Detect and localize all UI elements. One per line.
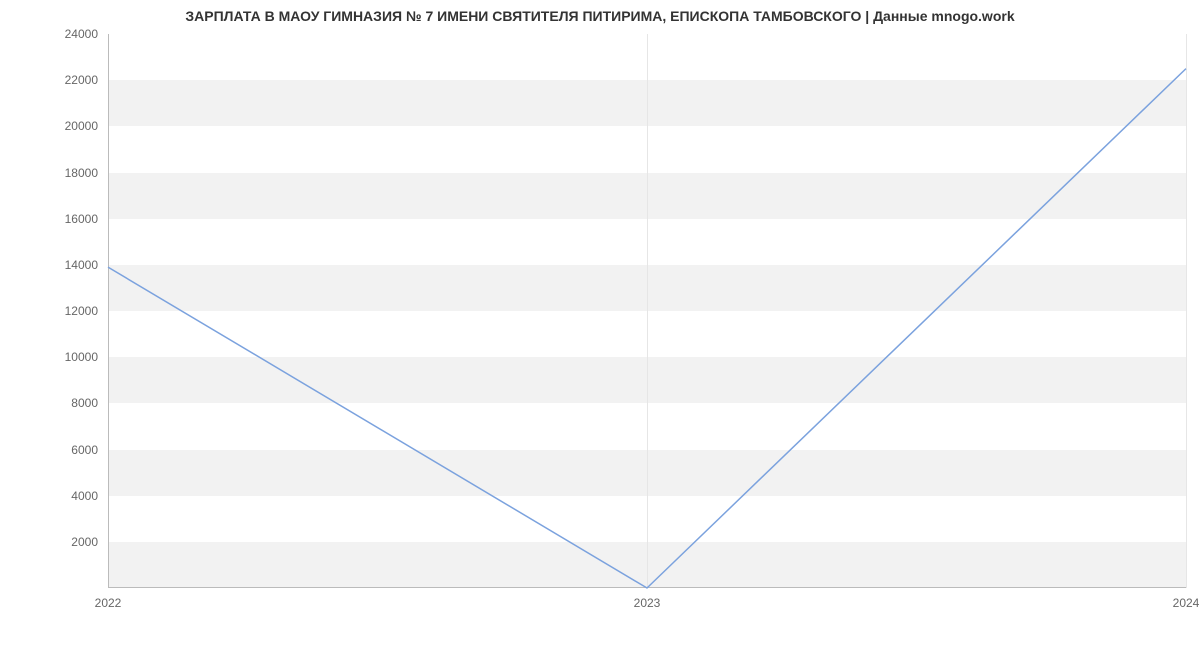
line-series [108,34,1186,588]
y-tick-label: 16000 [0,212,98,226]
y-tick-label: 4000 [0,489,98,503]
y-tick-label: 18000 [0,166,98,180]
y-tick-label: 20000 [0,119,98,133]
y-tick-label: 10000 [0,350,98,364]
y-tick-label: 24000 [0,27,98,41]
y-tick-label: 14000 [0,258,98,272]
y-tick-label: 6000 [0,443,98,457]
salary-chart: ЗАРПЛАТА В МАОУ ГИМНАЗИЯ № 7 ИМЕНИ СВЯТИ… [0,0,1200,650]
chart-title: ЗАРПЛАТА В МАОУ ГИМНАЗИЯ № 7 ИМЕНИ СВЯТИ… [0,8,1200,24]
y-tick-label: 8000 [0,396,98,410]
x-tick-label: 2023 [634,596,661,610]
y-tick-label: 12000 [0,304,98,318]
x-tick-label: 2022 [95,596,122,610]
x-gridline [1186,34,1187,588]
y-tick-label: 2000 [0,535,98,549]
x-tick-label: 2024 [1173,596,1200,610]
plot-area [108,34,1186,588]
y-tick-label: 22000 [0,73,98,87]
